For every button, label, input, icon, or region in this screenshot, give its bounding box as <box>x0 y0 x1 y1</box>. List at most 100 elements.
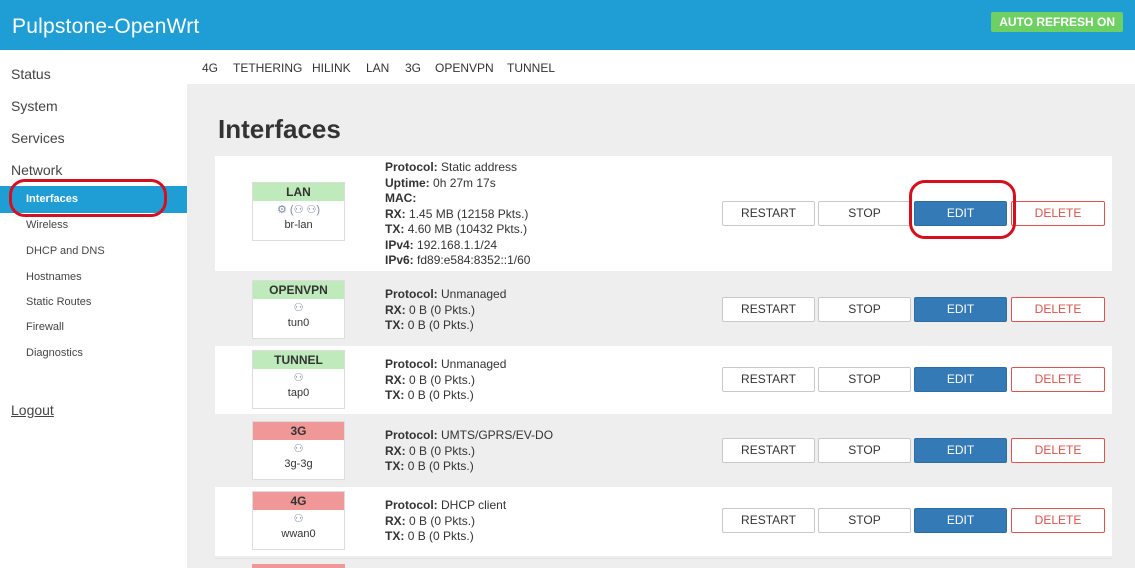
rx-value: 0 B (0 Pkts.) <box>409 443 476 458</box>
logout-link[interactable]: Logout <box>11 402 54 418</box>
tab-lan[interactable]: LAN <box>366 61 390 75</box>
rx-label: RX: <box>385 372 406 387</box>
restart-button[interactable]: RESTART <box>722 201 815 226</box>
ipv4-value: 192.168.1.1/24 <box>417 237 498 252</box>
edit-button[interactable]: EDIT <box>914 438 1007 463</box>
interface-name: LAN <box>253 183 344 201</box>
sidebar-item-network[interactable]: Network <box>11 162 63 178</box>
delete-button[interactable]: DELETE <box>1011 438 1105 463</box>
wwan-device-icon: ⚇ <box>293 513 304 525</box>
network-bridge-icon: ⚙ (⚇ ⚇) <box>276 204 321 216</box>
brand-title[interactable]: Pulpstone-OpenWrt <box>12 15 200 38</box>
protocol-value: DHCP client <box>441 498 507 512</box>
interface-badge: OPENVPN ⚇ tun0 <box>252 280 345 339</box>
protocol-label: Protocol: <box>385 160 438 174</box>
rx-label: RX: <box>385 206 406 221</box>
interface-name: OPENVPN <box>253 281 344 299</box>
rx-label: RX: <box>385 302 406 317</box>
sidebar-item-diagnostics[interactable]: Diagnostics <box>26 347 83 359</box>
interface-info: Protocol: Static address Uptime: 0h 27m … <box>385 160 530 269</box>
stop-button[interactable]: STOP <box>818 201 911 226</box>
interface-info: Protocol: UMTS/GPRS/EV-DO RX: 0 B (0 Pkt… <box>385 428 553 475</box>
uptime-label: Uptime: <box>385 175 430 190</box>
tx-label: TX: <box>385 222 405 236</box>
delete-button[interactable]: DELETE <box>1011 297 1105 322</box>
edit-button[interactable]: EDIT <box>914 367 1007 392</box>
delete-button[interactable]: DELETE <box>1011 201 1105 226</box>
tab-tunnel[interactable]: TUNNEL <box>507 61 556 75</box>
tx-value: 0 B (0 Pkts.) <box>407 529 474 543</box>
protocol-label: Protocol: <box>385 498 438 512</box>
interface-name: 3G <box>253 422 344 440</box>
sidebar-item-interfaces[interactable]: Interfaces <box>0 186 187 213</box>
interface-device: tun0 <box>287 317 310 329</box>
interface-info: Protocol: Unmanaged RX: 0 B (0 Pkts.) TX… <box>385 287 506 334</box>
interface-badge: LAN ⚙ (⚇ ⚇) br-lan <box>252 182 345 241</box>
tab-tethering[interactable]: TETHERING <box>233 61 303 75</box>
main-content: Interfaces LAN ⚙ (⚇ ⚇) br-lan Protocol: … <box>187 84 1135 568</box>
tab-hilink[interactable]: HILINK <box>312 61 351 75</box>
sidebar-item-hostnames[interactable]: Hostnames <box>26 271 82 283</box>
rx-label: RX: <box>385 443 406 458</box>
ipv6-label: IPv6: <box>385 253 414 267</box>
rx-label: RX: <box>385 513 406 528</box>
interface-device: tap0 <box>287 387 310 399</box>
restart-button[interactable]: RESTART <box>722 367 815 392</box>
tunnel-device-icon: ⚇ <box>293 302 304 314</box>
sidebar-item-dhcp-and-dns[interactable]: DHCP and DNS <box>26 245 105 257</box>
ipv6-value: fd89:e584:8352::1/60 <box>417 253 531 267</box>
delete-button[interactable]: DELETE <box>1011 367 1105 392</box>
interface-row-openvpn: OPENVPN ⚇ tun0 Protocol: Unmanaged RX: 0… <box>215 274 1112 344</box>
sidebar-item-firewall[interactable]: Firewall <box>26 321 64 333</box>
stop-button[interactable]: STOP <box>818 297 911 322</box>
sidebar: Status System Services Network Interface… <box>0 50 187 568</box>
stop-button[interactable]: STOP <box>818 508 911 533</box>
modem-device-icon: ⚇ <box>293 443 304 455</box>
rx-value: 0 B (0 Pkts.) <box>409 372 476 387</box>
stop-button[interactable]: STOP <box>818 438 911 463</box>
protocol-value: UMTS/GPRS/EV-DO <box>441 428 554 442</box>
rx-value: 0 B (0 Pkts.) <box>409 302 476 317</box>
protocol-value: Static address <box>441 160 518 174</box>
tab-4g[interactable]: 4G <box>202 61 219 75</box>
protocol-value: Unmanaged <box>441 357 507 371</box>
top-bar: Pulpstone-OpenWrt AUTO REFRESH ON <box>0 0 1135 50</box>
interface-info: Protocol: DHCP client RX: 0 B (0 Pkts.) … <box>385 498 506 545</box>
interface-row-partial <box>215 558 1112 568</box>
edit-button[interactable]: EDIT <box>914 508 1007 533</box>
interface-tabs: 4G TETHERING HILINK LAN 3G OPENVPN TUNNE… <box>187 50 1135 84</box>
auto-refresh-toggle[interactable]: AUTO REFRESH ON <box>991 12 1123 32</box>
sidebar-item-wireless[interactable]: Wireless <box>26 219 69 231</box>
protocol-label: Protocol: <box>385 428 438 442</box>
sidebar-item-services[interactable]: Services <box>11 130 65 146</box>
tab-openvpn[interactable]: OPENVPN <box>435 61 494 75</box>
edit-button[interactable]: EDIT <box>914 201 1007 226</box>
interface-device: wwan0 <box>281 528 316 540</box>
delete-button[interactable]: DELETE <box>1011 508 1105 533</box>
sidebar-item-status[interactable]: Status <box>11 66 51 82</box>
sidebar-item-system[interactable]: System <box>11 98 58 114</box>
protocol-value: Unmanaged <box>441 287 507 301</box>
page-title: Interfaces <box>218 114 341 144</box>
tab-3g[interactable]: 3G <box>405 61 422 75</box>
ipv4-label: IPv4: <box>385 237 414 252</box>
edit-button[interactable]: EDIT <box>914 297 1007 322</box>
interface-name: 4G <box>253 492 344 510</box>
interface-badge <box>252 564 345 568</box>
restart-button[interactable]: RESTART <box>722 508 815 533</box>
restart-button[interactable]: RESTART <box>722 438 815 463</box>
tx-label: TX: <box>385 459 405 473</box>
interface-badge: 3G ⚇ 3g-3g <box>252 421 345 480</box>
rx-value: 0 B (0 Pkts.) <box>409 513 476 528</box>
rx-value: 1.45 MB (12158 Pkts.) <box>409 206 529 221</box>
tx-value: 4.60 MB (10432 Pkts.) <box>407 222 528 236</box>
interface-device: 3g-3g <box>284 458 313 470</box>
tx-value: 0 B (0 Pkts.) <box>407 318 474 332</box>
uptime-value: 0h 27m 17s <box>433 175 496 190</box>
stop-button[interactable]: STOP <box>818 367 911 392</box>
protocol-label: Protocol: <box>385 287 438 301</box>
sidebar-item-static-routes[interactable]: Static Routes <box>26 296 92 308</box>
restart-button[interactable]: RESTART <box>722 297 815 322</box>
sidebar-item-label: Interfaces <box>26 193 78 205</box>
interface-name: TUNNEL <box>253 351 344 369</box>
